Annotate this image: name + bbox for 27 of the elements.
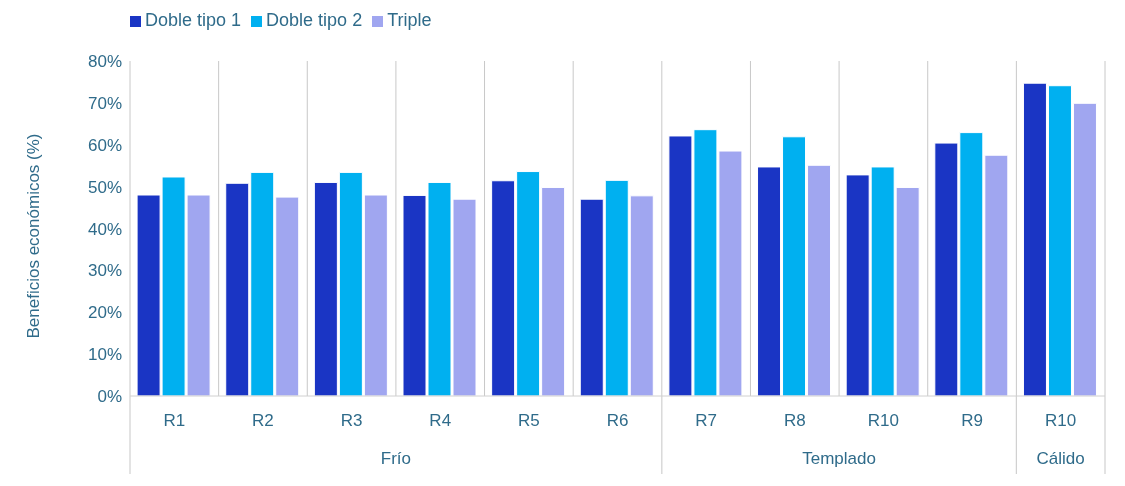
x-tick-label: R7 [695,411,717,431]
x-tick-label: R4 [429,411,452,431]
legend-label: Doble tipo 2 [266,10,363,30]
x-tick-label: R10 [867,411,899,431]
y-tick-label: 50% [87,177,122,197]
x-tick-label: R2 [252,411,274,431]
x-tick-label: R9 [961,411,983,431]
legend-label: Doble tipo 1 [145,10,242,30]
y-tick-label: 20% [87,303,122,323]
x-tick-label: R10 [1045,411,1077,431]
text: Templado [802,449,876,468]
x-tick-label: R8 [783,411,806,431]
legend-label: Triple [387,10,432,30]
y-tick-label: 10% [87,345,122,365]
y-tick-label: 60% [87,135,122,155]
x-tick-label: R1 [163,411,186,431]
text: Frío [380,449,412,468]
y-axis-title: Beneficios económicos (%) [24,133,44,339]
y-tick-label: 30% [87,261,122,281]
y-tick-label: 40% [87,219,122,239]
x-tick-label: R3 [340,411,363,431]
y-tick-label: 80% [87,52,122,72]
x-tick-label: R6 [606,411,629,431]
y-tick-label: 0% [97,387,122,407]
x-tick-label: R5 [518,411,540,431]
y-tick-label: 70% [87,93,122,113]
text: Cálido [1036,449,1085,468]
